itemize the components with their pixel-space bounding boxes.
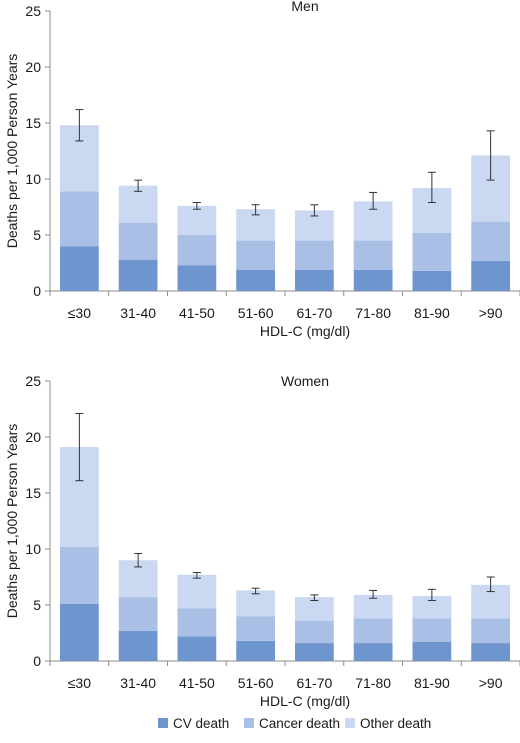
- bar-cv-6: [353, 269, 393, 291]
- x-axis-title: HDL-C (mg/dl): [260, 693, 350, 709]
- y-tick-label: 15: [25, 115, 41, 131]
- x-tick-label: 31-40: [120, 675, 156, 691]
- y-axis-title: Deaths per 1,000 Person Years: [4, 54, 20, 249]
- x-tick-label: >90: [479, 305, 503, 321]
- y-tick-label: 20: [25, 59, 41, 75]
- bar-other-2: [118, 185, 158, 223]
- x-tick-label: 81-90: [414, 305, 450, 321]
- x-tick-label: 81-90: [414, 675, 450, 691]
- bar-other-4: [236, 590, 276, 617]
- y-axis-title: Deaths per 1,000 Person Years: [4, 424, 20, 619]
- bar-cv-3: [177, 265, 217, 291]
- legend-swatch-other: [345, 718, 355, 728]
- bar-cancer-7: [412, 618, 452, 642]
- bar-cancer-8: [471, 221, 511, 261]
- bar-other-3: [177, 574, 217, 609]
- bar-cv-3: [177, 636, 217, 661]
- bar-cancer-4: [236, 240, 276, 270]
- bar-cancer-3: [177, 235, 217, 266]
- bar-cv-8: [471, 260, 511, 291]
- y-tick-label: 10: [25, 171, 41, 187]
- x-axis-title: HDL-C (mg/dl): [260, 323, 350, 339]
- y-tick-label: 10: [25, 541, 41, 557]
- x-tick-label: ≤30: [68, 675, 91, 691]
- y-tick-label: 0: [33, 283, 41, 299]
- panel-title: Men: [291, 0, 318, 14]
- y-tick-label: 25: [25, 3, 41, 19]
- bar-cv-5: [294, 269, 334, 291]
- y-tick-label: 0: [33, 653, 41, 669]
- y-tick-label: 15: [25, 485, 41, 501]
- y-tick-label: 20: [25, 429, 41, 445]
- x-tick-label: 71-80: [355, 305, 391, 321]
- x-tick-label: 61-70: [296, 305, 332, 321]
- legend-swatch-cv: [158, 718, 168, 728]
- legend-swatch-cancer: [244, 718, 254, 728]
- x-tick-label: 41-50: [179, 305, 215, 321]
- x-tick-label: 71-80: [355, 675, 391, 691]
- bar-cancer-4: [236, 616, 276, 641]
- y-tick-label: 5: [33, 227, 41, 243]
- bar-cv-2: [118, 630, 158, 661]
- bar-other-3: [177, 205, 217, 235]
- bar-cancer-5: [294, 620, 334, 644]
- bar-cancer-5: [294, 240, 334, 270]
- bar-cv-5: [294, 643, 334, 661]
- bar-cancer-1: [59, 546, 99, 604]
- bar-cancer-1: [59, 191, 99, 247]
- legend-label-cv: CV death: [173, 716, 229, 731]
- legend-label-cancer: Cancer death: [259, 716, 340, 731]
- bar-cv-6: [353, 643, 393, 661]
- bar-cancer-3: [177, 608, 217, 637]
- panel-title: Women: [281, 373, 329, 389]
- bar-cv-7: [412, 270, 452, 291]
- bar-cv-2: [118, 259, 158, 291]
- bar-cv-4: [236, 640, 276, 661]
- bar-cancer-2: [118, 597, 158, 631]
- y-tick-label: 25: [25, 373, 41, 389]
- bar-cv-1: [59, 603, 99, 661]
- x-tick-label: >90: [479, 675, 503, 691]
- bar-cv-4: [236, 269, 276, 291]
- x-tick-label: 41-50: [179, 675, 215, 691]
- bar-cv-1: [59, 246, 99, 291]
- bar-other-6: [353, 594, 393, 619]
- x-tick-label: 51-60: [238, 675, 274, 691]
- bar-other-7: [412, 596, 452, 619]
- x-tick-label: ≤30: [68, 305, 91, 321]
- bar-cv-7: [412, 641, 452, 661]
- chart-panel-men: 0 5 10 15 20 25 ≤30 31-40 41-50 51-60 61-70 71-80 81…: [4, 0, 520, 339]
- x-tick-label: 31-40: [120, 305, 156, 321]
- legend-label-other: Other death: [360, 716, 431, 731]
- bar-cancer-8: [471, 618, 511, 644]
- bar-cancer-6: [353, 240, 393, 270]
- bar-cv-8: [471, 643, 511, 661]
- x-tick-label: 61-70: [296, 675, 332, 691]
- x-tick-label: 51-60: [238, 305, 274, 321]
- bar-cancer-7: [412, 232, 452, 271]
- bar-cancer-2: [118, 222, 158, 260]
- chart-panel-women: 0 5 10 15 20 25 ≤30 31-40 41-50 51-60 61-70 71-80 81…: [4, 373, 520, 709]
- bar-cancer-6: [353, 618, 393, 644]
- legend: CV death Cancer death Other death: [158, 716, 431, 731]
- y-tick-label: 5: [33, 597, 41, 613]
- bar-other-5: [294, 597, 334, 621]
